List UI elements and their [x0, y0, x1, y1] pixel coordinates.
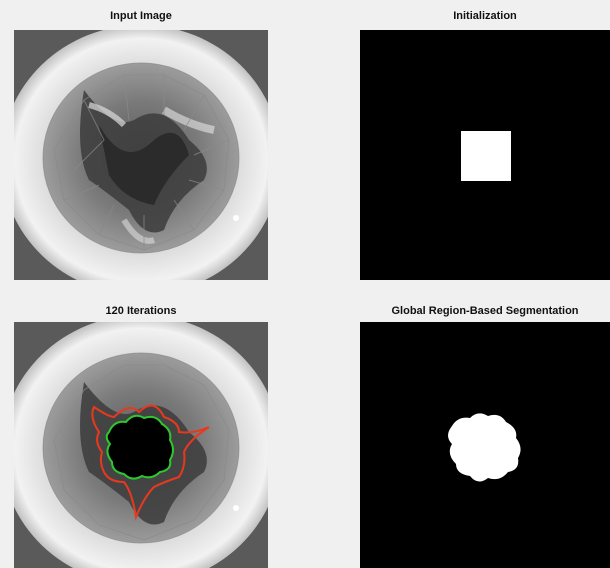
iterations-title: 120 Iterations	[105, 305, 177, 317]
iterations-axes	[14, 322, 268, 568]
input-image-axes	[14, 30, 268, 280]
segmentation-axes	[360, 322, 610, 568]
segmentation-title: Global Region-Based Segmentation	[391, 305, 579, 317]
outer-contour	[91, 404, 210, 521]
square-mask-icon	[461, 131, 511, 181]
inner-contour	[105, 414, 174, 480]
initialization-axes	[360, 30, 610, 280]
input-image-title: Input Image	[110, 10, 172, 22]
segmented-region-mask-icon	[448, 413, 521, 482]
endoscopic-valve-image-with-contours-icon	[14, 322, 268, 568]
initialization-title: Initialization	[453, 10, 517, 22]
endoscopic-valve-image-icon	[14, 30, 268, 280]
